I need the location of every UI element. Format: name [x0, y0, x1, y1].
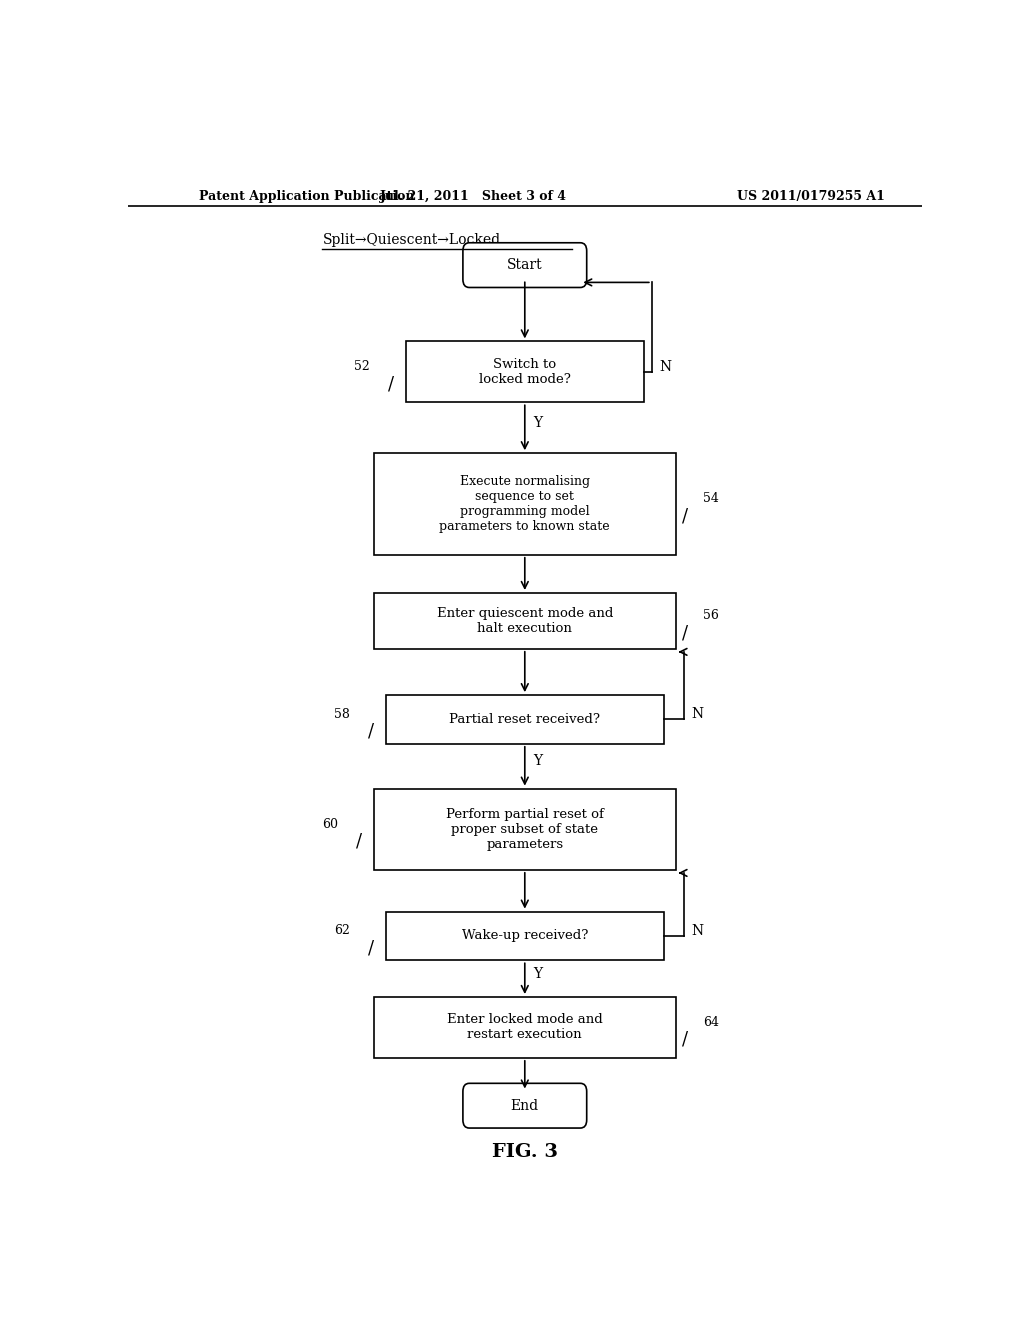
Text: Split→Quiescent→Locked: Split→Quiescent→Locked [323, 232, 501, 247]
Bar [374, 788, 676, 870]
Text: End: End [511, 1098, 539, 1113]
Text: Switch to
locked mode?: Switch to locked mode? [479, 358, 570, 385]
Bar [374, 593, 676, 649]
Text: 58: 58 [334, 708, 350, 721]
Text: Patent Application Publication: Patent Application Publication [200, 190, 415, 202]
Text: 56: 56 [703, 610, 719, 622]
Bar [386, 696, 664, 744]
Bar [374, 997, 676, 1057]
Text: Partial reset received?: Partial reset received? [450, 713, 600, 726]
Text: Jul. 21, 2011   Sheet 3 of 4: Jul. 21, 2011 Sheet 3 of 4 [380, 190, 566, 202]
Text: Perform partial reset of
proper subset of state
parameters: Perform partial reset of proper subset o… [445, 808, 604, 850]
Text: N: N [691, 924, 703, 939]
Text: Wake-up received?: Wake-up received? [462, 929, 588, 942]
FancyBboxPatch shape [463, 1084, 587, 1129]
Text: Y: Y [532, 966, 542, 981]
Text: /: / [368, 939, 374, 957]
Text: /: / [682, 1031, 688, 1048]
Text: /: / [682, 507, 688, 525]
Text: Y: Y [532, 754, 542, 768]
Text: /: / [356, 833, 362, 850]
Text: 52: 52 [354, 360, 370, 374]
Text: 54: 54 [703, 492, 719, 506]
Text: N: N [691, 708, 703, 721]
Bar [386, 912, 664, 961]
Text: /: / [388, 375, 394, 393]
Bar [374, 453, 676, 554]
Text: Enter locked mode and
restart execution: Enter locked mode and restart execution [446, 1014, 603, 1041]
Text: Start: Start [507, 259, 543, 272]
Text: US 2011/0179255 A1: US 2011/0179255 A1 [736, 190, 885, 202]
FancyBboxPatch shape [463, 243, 587, 288]
Text: Execute normalising
sequence to set
programming model
parameters to known state: Execute normalising sequence to set prog… [439, 475, 610, 533]
Text: /: / [682, 624, 688, 642]
Text: Enter quiescent mode and
halt execution: Enter quiescent mode and halt execution [436, 607, 613, 635]
Text: FIG. 3: FIG. 3 [492, 1143, 558, 1162]
Bar [406, 342, 644, 403]
Text: 62: 62 [334, 924, 350, 937]
Text: Y: Y [532, 416, 542, 430]
Text: N: N [659, 360, 672, 374]
Text: 60: 60 [323, 817, 338, 830]
Text: 64: 64 [703, 1016, 719, 1028]
Text: /: / [368, 722, 374, 741]
